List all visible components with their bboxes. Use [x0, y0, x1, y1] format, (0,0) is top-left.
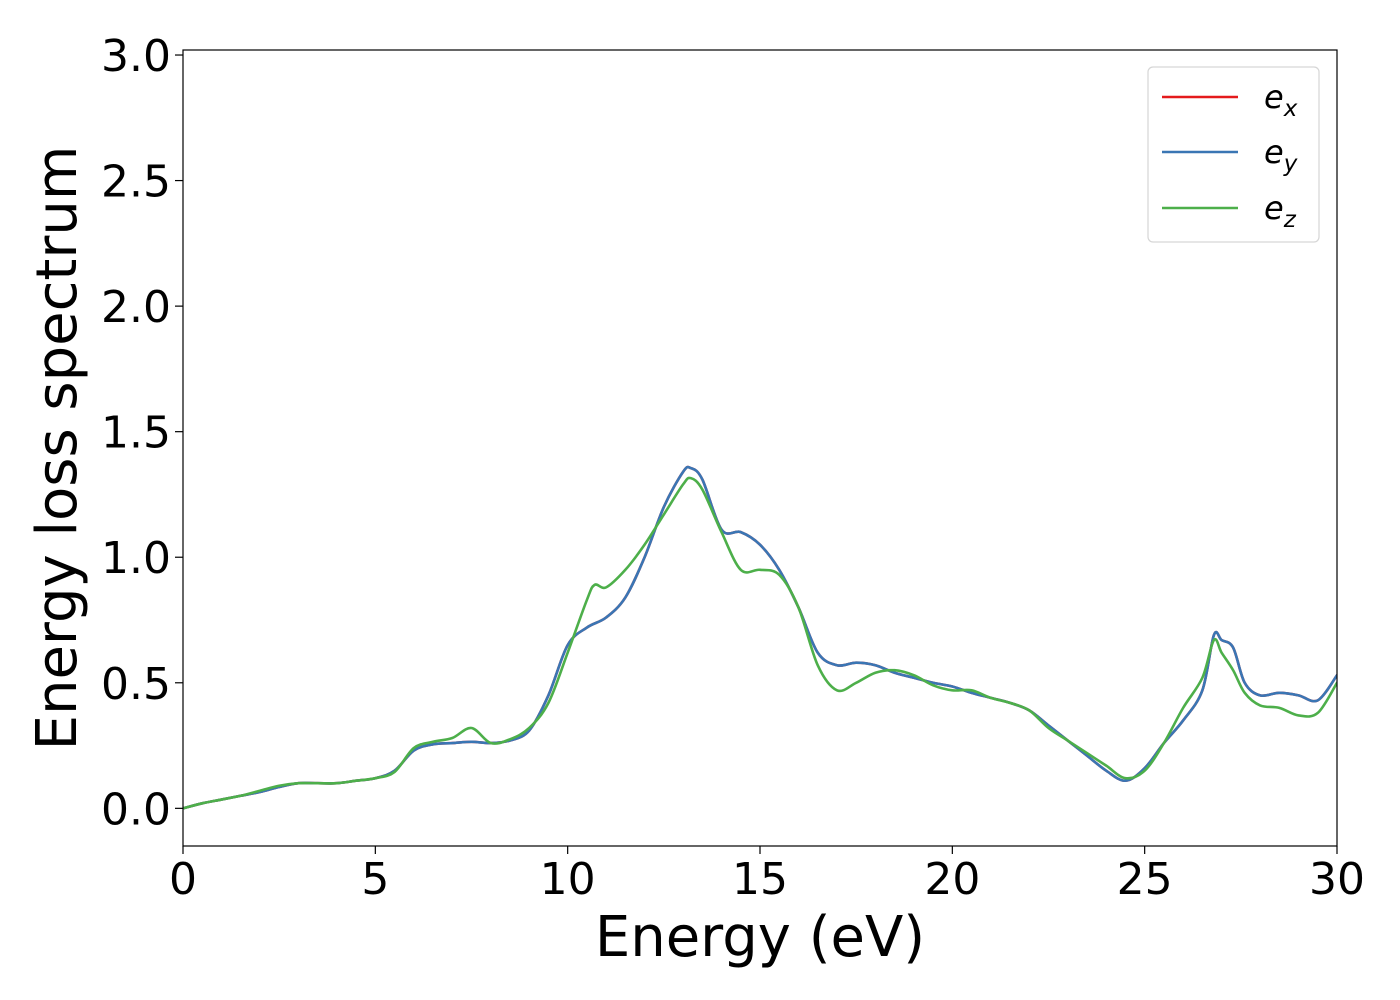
- legend-label-subscript: z: [1283, 207, 1297, 233]
- x-axis-title: Energy (eV): [595, 905, 925, 970]
- x-tick-label: 0: [169, 854, 197, 905]
- y-tick-label: 1.5: [101, 408, 171, 459]
- x-tick-label: 20: [924, 854, 980, 905]
- y-tick-label: 0.0: [101, 784, 171, 835]
- legend-label-z: ez: [1264, 189, 1297, 233]
- x-tick-label: 15: [732, 854, 788, 905]
- y-tick-label: 0.5: [101, 659, 171, 710]
- x-tick-label: 10: [540, 854, 596, 905]
- legend-label-base: e: [1264, 78, 1284, 116]
- y-tick-label: 2.0: [101, 282, 171, 333]
- x-tick-label: 25: [1117, 854, 1173, 905]
- x-tick-label: 30: [1309, 854, 1365, 905]
- y-tick-label: 2.5: [101, 157, 171, 208]
- legend-label-y: ey: [1264, 133, 1298, 177]
- legend-label-base: e: [1264, 133, 1284, 171]
- series-line-z: [183, 476, 1337, 810]
- x-tick-label: 5: [361, 854, 389, 905]
- series-layer: [183, 465, 1337, 810]
- legend-label-x: ex: [1264, 78, 1298, 122]
- y-tick-label: 1.0: [101, 533, 171, 584]
- x-axis: 0 5 10 15 20 25 30: [169, 846, 1365, 905]
- legend-label-base: e: [1264, 189, 1284, 227]
- y-axis-title: Energy loss spectrum: [25, 146, 90, 751]
- y-axis: 0.0 0.5 1.0 1.5 2.0 2.5 3.0: [101, 31, 183, 835]
- legend-box: [1147, 66, 1320, 243]
- y-tick-label: 3.0: [101, 31, 171, 82]
- legend-label-subscript: x: [1283, 96, 1298, 122]
- legend-label-subscript: y: [1283, 151, 1298, 177]
